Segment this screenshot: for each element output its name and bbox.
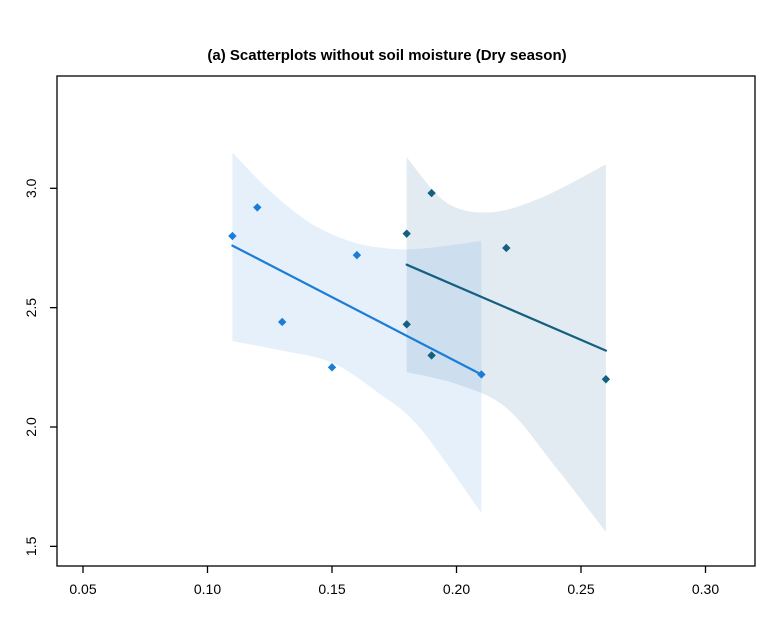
data-point-group-2-dark-teal [402, 229, 411, 238]
data-point-group-2-dark-teal [427, 351, 436, 360]
x-axis-tick-label: 0.05 [69, 581, 96, 597]
data-point-group-1-light-blue [477, 370, 486, 379]
x-axis-tick-label: 0.30 [692, 581, 719, 597]
x-axis-tick-label: 0.25 [567, 581, 594, 597]
plot-box [56, 75, 756, 567]
confidence-band-group-1-light-blue [232, 152, 482, 513]
data-point-group-1-light-blue [228, 231, 237, 241]
data-point-group-1-light-blue [352, 250, 362, 260]
y-axis-tick-label: 1.5 [23, 536, 39, 556]
y-axis-tick-label: 2.5 [23, 298, 39, 318]
data-point-group-2-dark-teal [427, 188, 436, 198]
data-point-group-2-dark-teal [601, 375, 611, 384]
data-point-group-2-dark-teal [402, 320, 411, 329]
regression-line-group-2-dark-teal [405, 263, 608, 352]
data-point-group-2-dark-teal [502, 243, 511, 253]
x-axis-tick-label: 0.15 [318, 581, 345, 597]
y-axis-tick-label: 3.0 [23, 178, 39, 198]
data-point-group-1-light-blue [327, 363, 337, 372]
x-axis-tick-label: 0.10 [194, 581, 221, 597]
regression-line-group-1-light-blue [231, 244, 483, 376]
data-point-group-1-light-blue [278, 317, 287, 327]
x-axis-tick-label: 0.20 [443, 581, 470, 597]
data-point-group-1-light-blue [253, 203, 262, 212]
confidence-band-group-2-dark-teal [406, 157, 606, 533]
chart-title: (a) Scatterplots without soil moisture (… [207, 47, 567, 64]
y-axis-tick-label: 2.0 [23, 417, 39, 437]
